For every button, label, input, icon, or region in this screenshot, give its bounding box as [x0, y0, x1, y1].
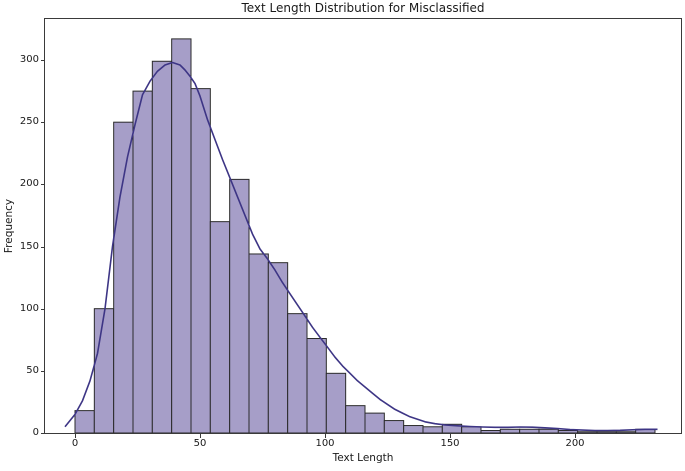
- histogram-bar: [345, 405, 366, 433]
- histogram-bar: [557, 430, 579, 433]
- histogram-bar: [499, 428, 521, 433]
- y-tick-label: 0: [32, 427, 39, 438]
- histogram-bar: [267, 262, 289, 433]
- histogram-bar: [615, 431, 637, 433]
- histogram-bar: [306, 338, 327, 433]
- x-tick-mark: [450, 434, 451, 438]
- y-tick-mark: [41, 308, 45, 310]
- y-tick-label: 100: [19, 302, 39, 314]
- histogram-bar: [287, 313, 308, 433]
- histogram-bar: [538, 428, 559, 433]
- histogram-bar: [383, 420, 405, 433]
- x-tick-mark: [325, 434, 326, 438]
- x-tick-mark: [575, 434, 576, 438]
- x-tick-mark: [75, 434, 76, 438]
- x-tick-label: 150: [440, 438, 460, 449]
- histogram-bar: [364, 412, 385, 433]
- histogram-bar: [577, 431, 598, 433]
- y-tick-label: 150: [19, 240, 39, 252]
- histogram-bar: [171, 38, 192, 433]
- histogram-bar: [403, 425, 424, 433]
- x-tick-label: 50: [193, 438, 207, 449]
- kde-curve: [64, 61, 658, 432]
- y-tick-mark: [41, 246, 45, 248]
- histogram-bar: [93, 308, 115, 433]
- histogram-bar: [209, 221, 231, 433]
- x-axis-label: Text Length: [332, 452, 394, 464]
- histogram-bar: [248, 253, 269, 433]
- chart-title: Text Length Distribution for Misclassifi…: [241, 1, 485, 15]
- histogram-bar: [74, 410, 95, 433]
- histogram-bar: [325, 372, 347, 433]
- histogram-bar: [132, 90, 153, 433]
- y-tick-mark: [41, 370, 45, 372]
- plot-area: [44, 18, 682, 434]
- y-tick-mark: [41, 184, 45, 186]
- x-tick-label: 0: [71, 438, 79, 449]
- y-tick-label: 250: [19, 116, 39, 128]
- histogram-bar: [151, 60, 173, 433]
- histogram-bar: [113, 121, 134, 433]
- histogram-canvas: [64, 38, 658, 433]
- histogram-bar: [422, 426, 443, 433]
- y-tick-label: 300: [19, 54, 39, 66]
- histogram-bar: [596, 431, 617, 433]
- histogram-bar: [190, 88, 211, 433]
- histogram-bar: [461, 426, 482, 433]
- histogram-bar: [480, 430, 501, 433]
- y-tick-mark: [41, 122, 45, 124]
- y-tick-mark: [41, 60, 45, 62]
- y-tick-label: 50: [26, 364, 39, 376]
- x-tick-label: 200: [565, 438, 585, 449]
- x-tick-label: 100: [315, 438, 335, 449]
- x-tick-mark: [200, 434, 201, 438]
- y-axis-label: Frequency: [3, 198, 15, 254]
- y-tick-mark: [41, 433, 45, 434]
- y-tick-label: 200: [19, 178, 39, 190]
- histogram-bar: [519, 428, 540, 433]
